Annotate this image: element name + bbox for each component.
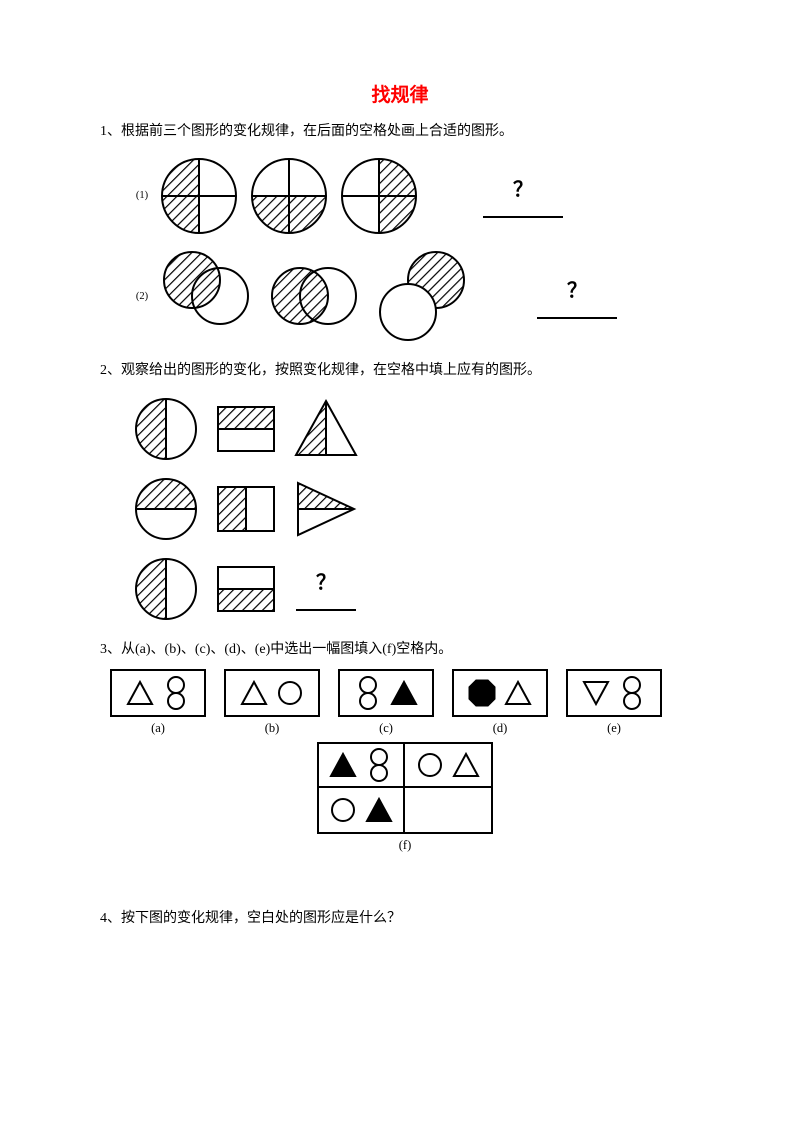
q1-row-2: (2) ？ <box>130 246 700 346</box>
q3-grid-f: (f) <box>317 742 493 853</box>
q3-option-a: (a) <box>110 669 206 736</box>
answer-line <box>483 216 563 218</box>
q3-option-c: (c) <box>338 669 434 736</box>
q3-grid-cell-0-1 <box>405 744 491 788</box>
q2-cell-0-1 <box>210 393 282 465</box>
worksheet-page: 找规律 1、根据前三个图形的变化规律，在后面的空格处画上合适的图形。 (1) ？… <box>0 0 800 977</box>
question-1-text: 1、根据前三个图形的变化规律，在后面的空格处画上合适的图形。 <box>100 121 700 143</box>
q1-r1-circle-2 <box>248 155 330 237</box>
q1-row1-label: (1) <box>130 190 154 201</box>
q2-cell-0-0 <box>130 393 202 465</box>
q3-grid-cell-0-0 <box>319 744 405 788</box>
q2-cell-1-0 <box>130 473 202 545</box>
question-mark-icon: ？ <box>316 566 336 595</box>
q1-row2-label: (2) <box>130 291 154 302</box>
q3-grid-cell-1-1 <box>405 788 491 832</box>
q1-r1-circle-3 <box>338 155 420 237</box>
q1-row-1: (1) ？ <box>130 153 700 238</box>
q1-r2-pair-3 <box>374 246 474 346</box>
question-mark-icon: ？ <box>567 274 587 303</box>
q3-grid-cell-1-0 <box>319 788 405 832</box>
q1-r2-answer-blank: ？ <box>532 254 622 339</box>
q2-cell-2-2: ？ <box>290 553 362 625</box>
question-mark-icon: ？ <box>513 173 533 202</box>
q3-figure: (a) (b) (c) (d) (e) (f) <box>110 669 700 853</box>
q2-cell-1-1 <box>210 473 282 545</box>
answer-line <box>537 317 617 319</box>
q2-cell-2-0 <box>130 553 202 625</box>
q1-r2-pair-1 <box>158 246 258 346</box>
q3-option-e: (e) <box>566 669 662 736</box>
q3-option-d: (d) <box>452 669 548 736</box>
q1-r1-circle-1 <box>158 155 240 237</box>
q2-cell-1-2 <box>290 473 362 545</box>
question-4-text: 4、按下图的变化规律，空白处的图形应是什么？ <box>100 908 700 930</box>
page-title: 找规律 <box>100 80 700 107</box>
q1-figure: (1) ？ (2) ？ <box>130 153 700 346</box>
answer-line <box>296 609 356 611</box>
q2-row-1 <box>130 393 700 465</box>
q2-figure: ？ <box>130 393 700 625</box>
question-3-text: 3、从(a)、(b)、(c)、(d)、(e)中选出一幅图填入(f)空格内。 <box>100 639 700 661</box>
q2-cell-2-1 <box>210 553 282 625</box>
q2-row-2 <box>130 473 700 545</box>
q1-r2-pair-2 <box>266 246 366 346</box>
question-2-text: 2、观察给出的图形的变化，按照变化规律，在空格中填上应有的图形。 <box>100 360 700 382</box>
q3-option-b: (b) <box>224 669 320 736</box>
q1-r1-answer-blank: ？ <box>478 153 568 238</box>
q2-cell-0-2 <box>290 393 362 465</box>
q2-row-3: ？ <box>130 553 700 625</box>
q3-options-row: (a) (b) (c) (d) (e) <box>110 669 700 736</box>
